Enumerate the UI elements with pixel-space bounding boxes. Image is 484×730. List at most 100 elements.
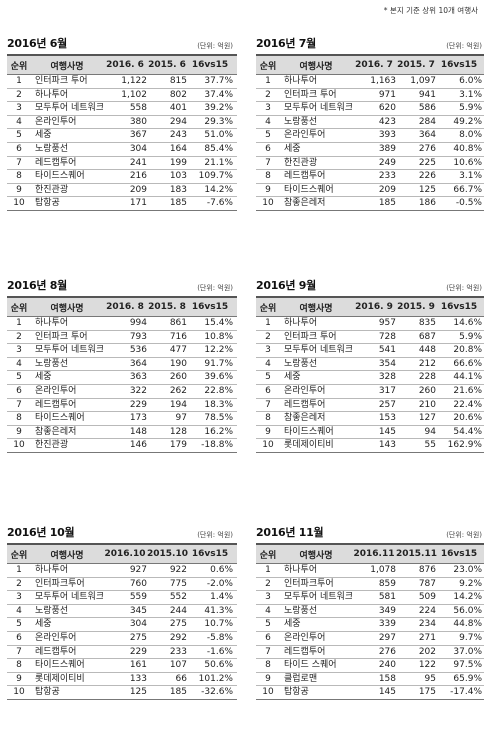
cell-agency: 레드캡투어: [31, 398, 103, 413]
cell-current: 209: [352, 183, 396, 198]
column-header-current: 2016.10: [103, 543, 147, 564]
cell-rank: 2: [256, 577, 280, 592]
column-header-previous: 2015. 6: [147, 54, 187, 75]
table-row: 6 노랑풍선 304 164 85.4%: [7, 142, 237, 157]
cell-agency: 모두투어 네트워크: [31, 101, 103, 116]
cell-current: 536: [103, 343, 147, 358]
cell-change: -32.6%: [187, 685, 237, 700]
cell-previous: 243: [147, 128, 187, 143]
cell-agency: 하나투어: [280, 316, 352, 331]
cell-change: -7.6%: [187, 196, 237, 211]
cell-previous: 687: [396, 330, 436, 345]
cell-change: -1.6%: [187, 645, 237, 660]
cell-change: -0.5%: [436, 196, 484, 211]
cell-current: 158: [352, 672, 396, 687]
cell-agency: 모두투어 네트워크: [31, 343, 103, 358]
cell-rank: 3: [7, 590, 31, 605]
table-row: 6 온라인투어 322 262 22.8%: [7, 384, 237, 399]
cell-previous: 212: [396, 357, 436, 372]
cell-agency: 인터파크 투어: [31, 74, 103, 89]
cell-current: 317: [352, 384, 396, 399]
cell-agency: 타이드스퀘어: [31, 411, 103, 426]
cell-previous: 294: [147, 115, 187, 130]
cell-previous: 128: [147, 425, 187, 440]
table-row: 9 타이드스퀘어 209 125 66.7%: [256, 183, 484, 198]
table-row: 2 하나투어 1,102 802 37.4%: [7, 88, 237, 103]
table-row: 9 참좋은레저 148 128 16.2%: [7, 425, 237, 440]
table-row: 1 하나투어 994 861 15.4%: [7, 316, 237, 331]
cell-rank: 5: [7, 617, 31, 632]
table-row: 10 탑항공 171 185 -7.6%: [7, 196, 237, 211]
table-title: 2016년 8월: [7, 279, 67, 292]
table-row: 5 세중 328 228 44.1%: [256, 370, 484, 385]
cell-rank: 5: [7, 370, 31, 385]
monthly-table-block: 2016년 11월 (단위: 억원) 순위 여행사명 2016.11 2015.11 16v…: [256, 524, 484, 700]
cell-previous: 94: [396, 425, 436, 440]
cell-agency: 레드캡투어: [280, 645, 352, 660]
cell-previous: 802: [147, 88, 187, 103]
column-header-previous: 2015. 7: [396, 54, 436, 75]
table-header-row: 2016년 8월 (단위: 억원): [7, 277, 233, 293]
column-header-row: 순위 여행사명 2016.11 2015.11 16vs15: [256, 543, 484, 564]
cell-previous: 95: [396, 672, 436, 687]
cell-agency: 하나투어: [31, 563, 103, 578]
cell-agency: 참좋은레저: [280, 411, 352, 426]
cell-change: 78.5%: [187, 411, 237, 426]
cell-agency: 타이드스퀘어: [31, 658, 103, 673]
column-header-current: 2016. 6: [103, 54, 147, 75]
cell-current: 241: [103, 156, 147, 171]
cell-agency: 세중: [280, 370, 352, 385]
cell-previous: 190: [147, 357, 187, 372]
table-row: 3 모두투어 네트워크 581 509 14.2%: [256, 590, 484, 605]
table-row: 7 한진관광 249 225 10.6%: [256, 156, 484, 171]
cell-agency: 온라인투어: [31, 384, 103, 399]
table-row: 4 온라인투어 380 294 29.3%: [7, 115, 237, 130]
cell-change: 14.6%: [436, 316, 484, 331]
table-row: 8 타이드스퀘어 173 97 78.5%: [7, 411, 237, 426]
cell-agency: 노랑풍선: [280, 115, 352, 130]
column-header-rank: 순위: [256, 54, 280, 75]
cell-agency: 인터파크투어: [280, 577, 352, 592]
table-row: 2 인터파크 투어 971 941 3.1%: [256, 88, 484, 103]
cell-rank: 10: [7, 438, 31, 453]
cell-agency: 타이드스퀘어: [31, 169, 103, 184]
cell-agency: 탑항공: [31, 196, 103, 211]
cell-current: 957: [352, 316, 396, 331]
cell-agency: 롯데제이티비: [280, 438, 352, 453]
cell-agency: 클럽로맨: [280, 672, 352, 687]
ranking-table: 순위 여행사명 2016. 8 2015. 8 16vs15 1 하나투어 994 861 15.…: [7, 296, 237, 453]
cell-change: -18.8%: [187, 438, 237, 453]
cell-current: 276: [352, 645, 396, 660]
unit-label: (단위: 억원): [446, 284, 482, 292]
column-header-row: 순위 여행사명 2016. 9 2015. 9 16vs15: [256, 296, 484, 317]
unit-label: (단위: 억원): [446, 42, 482, 50]
cell-current: 297: [352, 631, 396, 646]
cell-change: 29.3%: [187, 115, 237, 130]
monthly-table-block: 2016년 9월 (단위: 억원) 순위 여행사명 2016. 9 2015. 9 16vs…: [256, 277, 484, 453]
cell-previous: 262: [147, 384, 187, 399]
column-header-current: 2016. 8: [103, 296, 147, 317]
cell-agency: 탑항공: [280, 685, 352, 700]
cell-agency: 한진관광: [280, 156, 352, 171]
cell-agency: 세중: [31, 617, 103, 632]
cell-current: 229: [103, 645, 147, 660]
monthly-table-block: 2016년 10월 (단위: 억원) 순위 여행사명 2016.10 2015.10 16v…: [7, 524, 237, 700]
cell-change: 16.2%: [187, 425, 237, 440]
cell-current: 146: [103, 438, 147, 453]
cell-previous: 199: [147, 156, 187, 171]
cell-change: 14.2%: [436, 590, 484, 605]
cell-current: 423: [352, 115, 396, 130]
cell-change: 9.7%: [436, 631, 484, 646]
table-row: 9 롯데제이티비 133 66 101.2%: [7, 672, 237, 687]
table-header-row: 2016년 9월 (단위: 억원): [256, 277, 482, 293]
table-row: 5 온라인투어 393 364 8.0%: [256, 128, 484, 143]
cell-rank: 5: [256, 370, 280, 385]
column-header-previous: 2015.11: [396, 543, 437, 564]
table-title: 2016년 10월: [7, 526, 75, 539]
cell-change: 23.0%: [436, 563, 484, 578]
cell-current: 389: [352, 142, 396, 157]
cell-agency: 한진관광: [31, 438, 103, 453]
ranking-table: 순위 여행사명 2016. 7 2015. 7 16vs15 1 하나투어 1,163 1,09…: [256, 54, 484, 211]
column-header-rank: 순위: [256, 296, 280, 317]
cell-previous: 586: [396, 101, 436, 116]
